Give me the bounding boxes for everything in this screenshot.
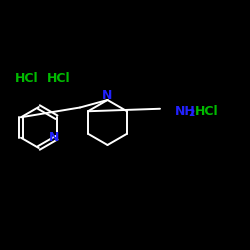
Text: HCl: HCl [47, 72, 70, 85]
Text: NH: NH [175, 105, 196, 118]
Text: 2: 2 [188, 109, 194, 118]
Text: N: N [102, 89, 113, 102]
Text: HCl: HCl [194, 105, 218, 118]
Text: N: N [49, 131, 59, 144]
Text: HCl: HCl [14, 72, 38, 85]
